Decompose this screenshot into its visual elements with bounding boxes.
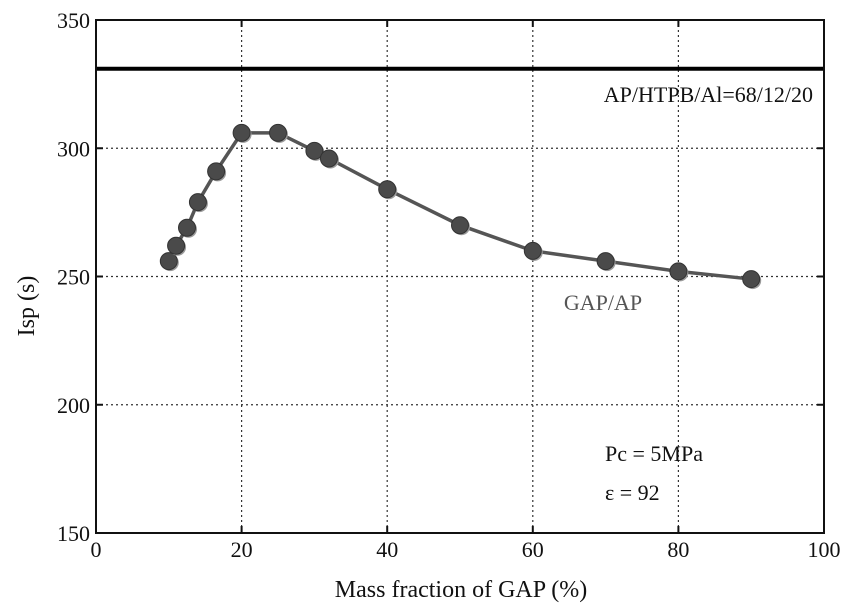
y-tick-label: 350 — [57, 8, 90, 33]
eps-label: ε = 92 — [605, 480, 660, 505]
y-axis-label: Isp (s) — [14, 276, 40, 337]
data-point — [451, 216, 469, 235]
axis-ticks — [95, 19, 825, 534]
data-point — [207, 162, 226, 181]
data-point — [305, 141, 324, 160]
data-point — [269, 123, 287, 142]
data-point — [188, 193, 207, 212]
x-axis-label: Mass fraction of GAP (%) — [335, 577, 587, 603]
data-point — [596, 252, 615, 271]
data-point — [669, 262, 688, 281]
pc-label: Pc = 5MPa — [605, 441, 703, 466]
x-tick-label: 20 — [231, 537, 253, 562]
data-point — [319, 149, 338, 168]
series-line — [167, 131, 752, 281]
x-tick-label: 40 — [376, 537, 398, 562]
x-tick-label: 0 — [91, 537, 102, 562]
x-tick-label: 80 — [667, 537, 689, 562]
y-tick-label: 300 — [57, 136, 90, 161]
y-tick-label: 250 — [57, 265, 90, 290]
data-point — [378, 180, 397, 199]
y-tick-label: 150 — [57, 521, 90, 546]
x-tick-label: 60 — [522, 537, 544, 562]
x-tick-label: 100 — [808, 537, 841, 562]
tick-labels: 0 20 40 60 80 100 150 200 250 300 350 — [57, 8, 841, 562]
data-point — [167, 236, 186, 255]
data-point — [742, 270, 761, 289]
data-point — [523, 241, 542, 260]
y-tick-label: 200 — [57, 393, 90, 418]
data-point — [178, 218, 196, 237]
data-point — [159, 252, 178, 271]
data-points — [159, 123, 762, 290]
series-label: GAP/AP — [564, 290, 642, 315]
data-point — [232, 123, 251, 142]
reference-label: AP/HTPB/Al=68/12/20 — [604, 82, 813, 107]
